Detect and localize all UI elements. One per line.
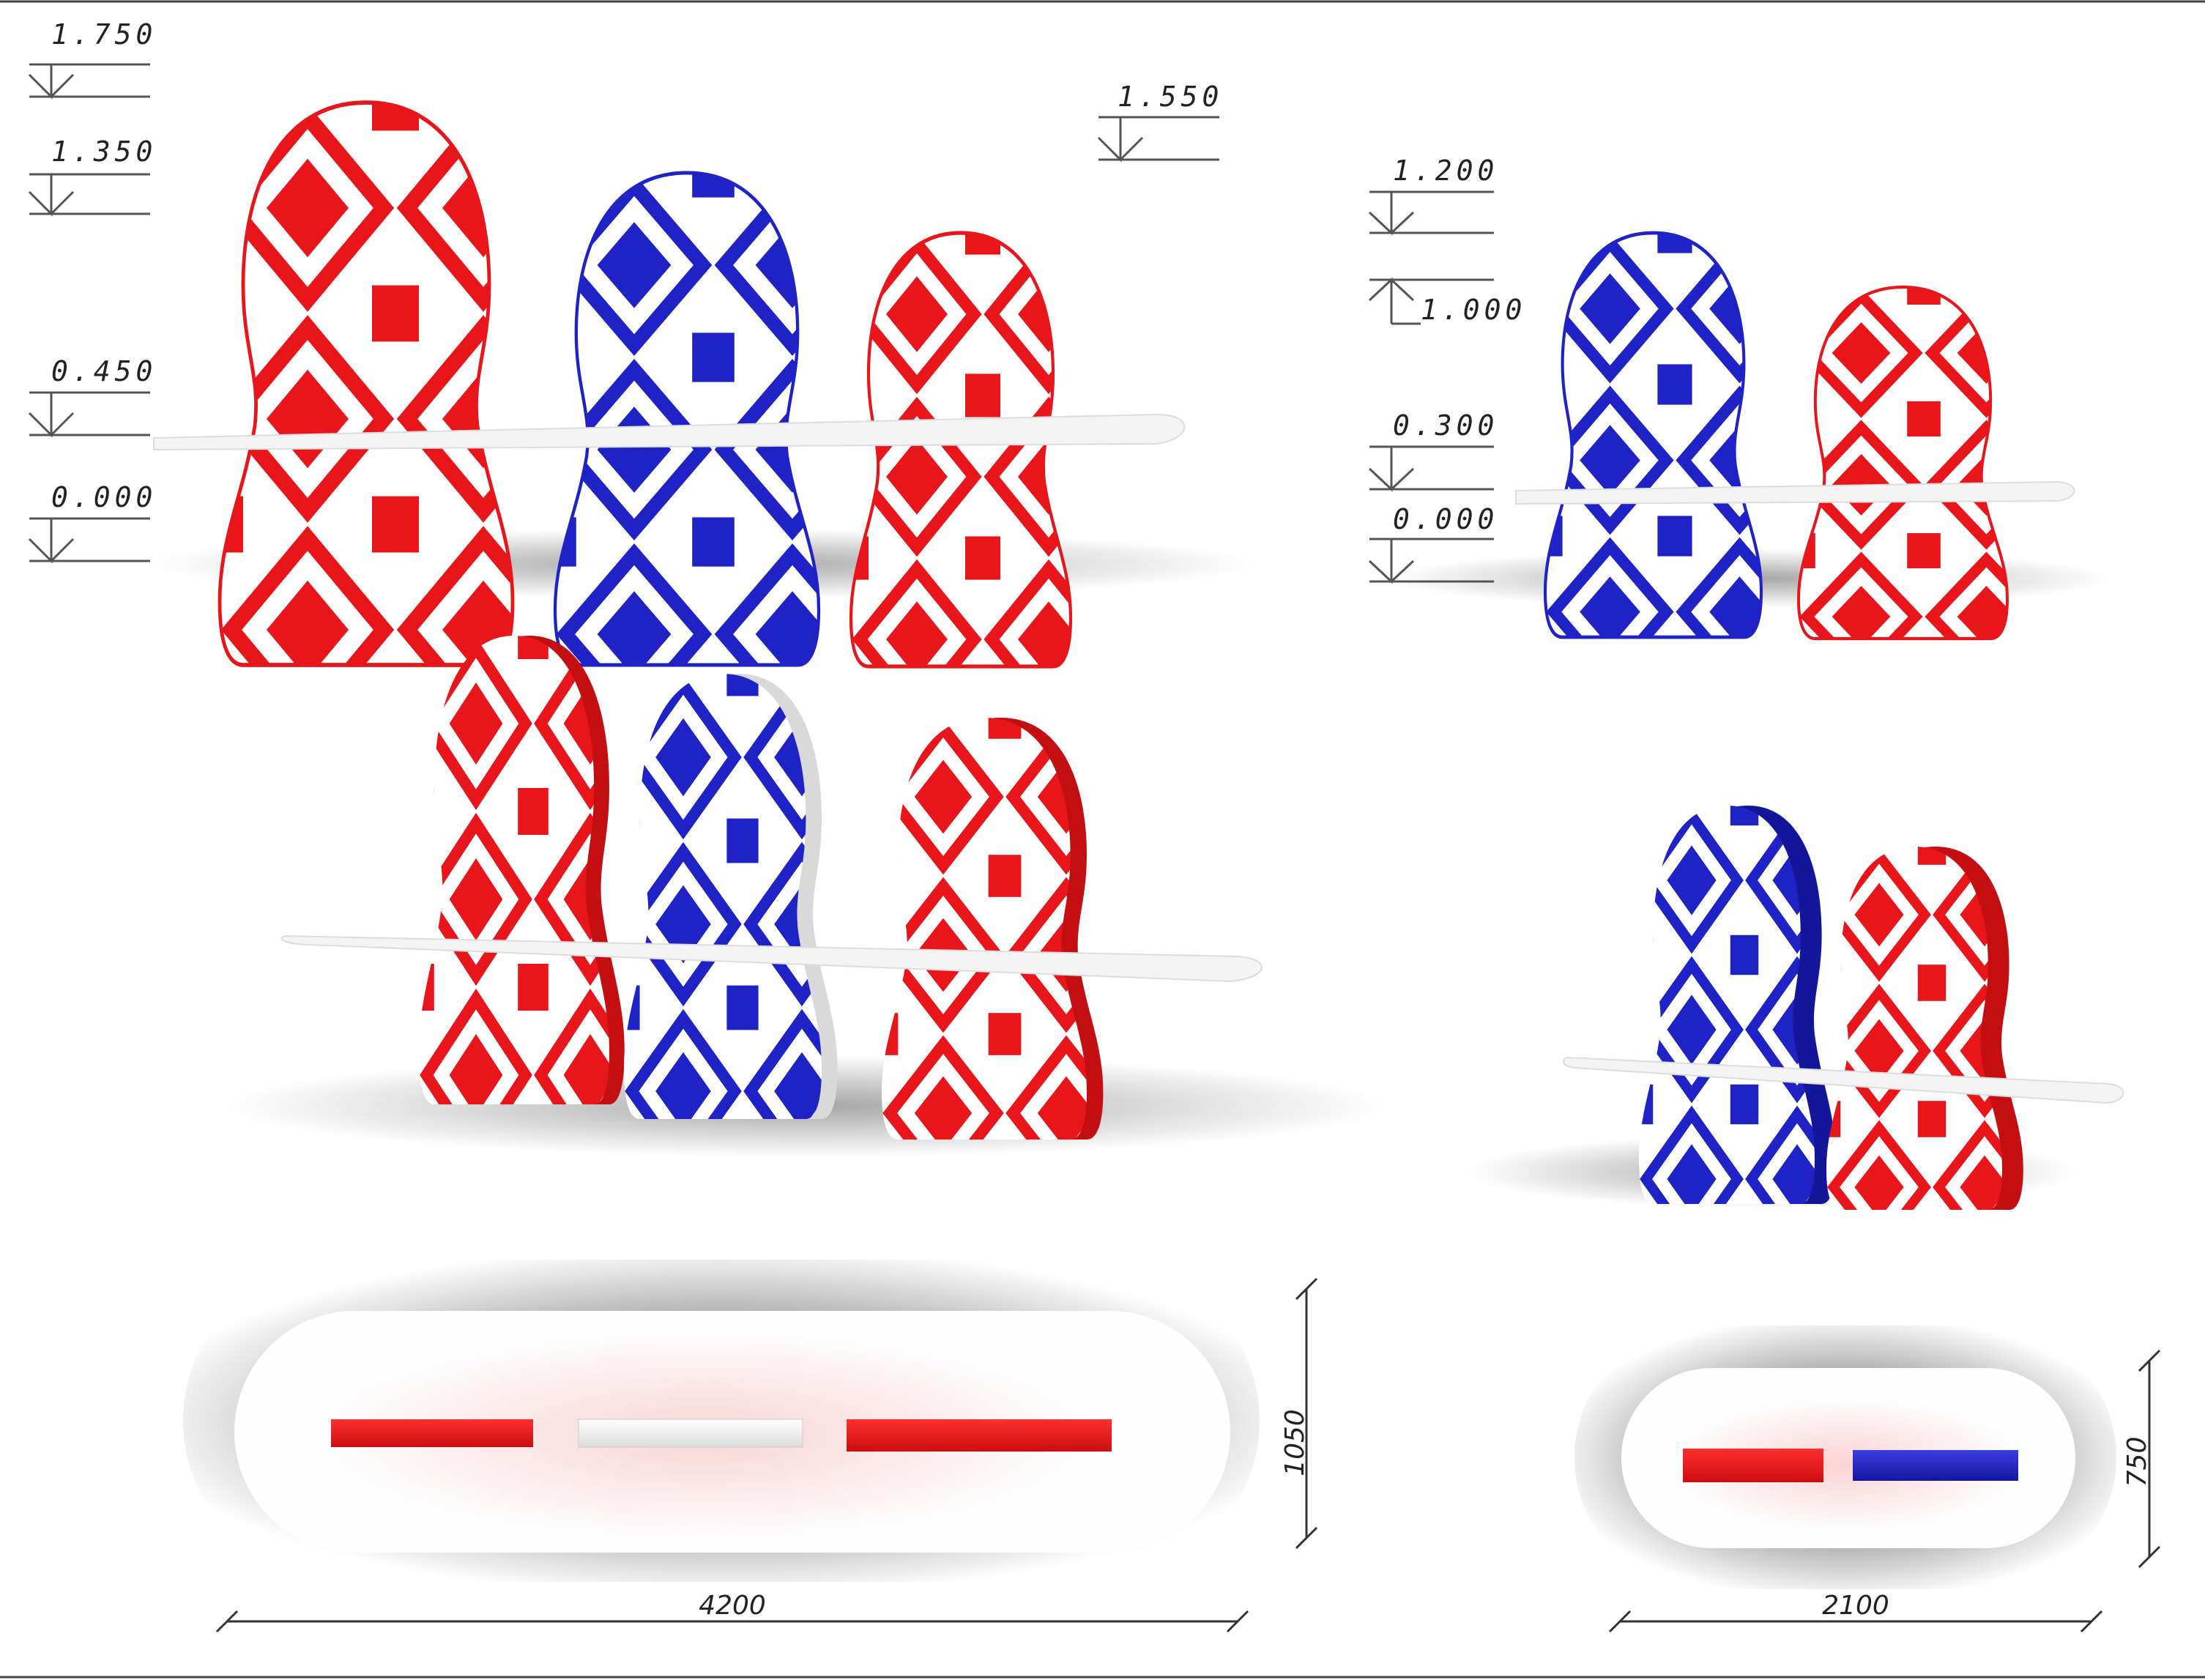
level-label: 0.300 bbox=[1393, 409, 1498, 442]
dimension-length-large bbox=[215, 1610, 1249, 1633]
dimension-label: 1050 bbox=[1280, 1409, 1310, 1476]
dimension-label: 2100 bbox=[1822, 1591, 1889, 1621]
level-label: 1.000 bbox=[1421, 294, 1526, 326]
elevation-large: 1.750 1.350 0.450 0.000 1.550 bbox=[28, 18, 1260, 666]
doll-red-persp-2 bbox=[882, 718, 1087, 1140]
level-markers-left bbox=[28, 63, 150, 564]
doll-blue-persp bbox=[624, 674, 822, 1119]
plan-bar-white bbox=[578, 1419, 803, 1448]
doll-red-small bbox=[1799, 287, 2007, 639]
perspective-small bbox=[1465, 806, 2124, 1210]
dimension-width-large bbox=[1295, 1277, 1318, 1550]
plan-large: 1050 4200 bbox=[183, 1260, 1318, 1633]
dimension-length-small bbox=[1608, 1610, 2103, 1633]
doll-red-persp-small bbox=[1826, 847, 2002, 1210]
plan-small: 750 2100 bbox=[1574, 1326, 2161, 1633]
plan-bar-red-2 bbox=[847, 1419, 1112, 1452]
perspective-large bbox=[220, 636, 1391, 1157]
doll-red-1 bbox=[220, 103, 513, 665]
shelf-large-elevation bbox=[153, 413, 1186, 451]
level-markers-small bbox=[1368, 190, 1494, 584]
shelf-small-perspective bbox=[1562, 1056, 2124, 1104]
dimension-label: 4200 bbox=[699, 1591, 766, 1621]
plan-bar-red-small bbox=[1683, 1449, 1823, 1482]
doll-red-persp-1 bbox=[419, 636, 609, 1104]
level-label: 1.350 bbox=[51, 135, 157, 168]
level-label: 0.450 bbox=[51, 355, 157, 387]
elevation-small: 1.200 1.000 0.300 0.000 bbox=[1368, 155, 2116, 639]
doll-red-2 bbox=[851, 233, 1071, 666]
doll-blue-persp-small bbox=[1639, 806, 1815, 1204]
dimension-label: 750 bbox=[2122, 1437, 2152, 1487]
plan-bar-blue-small bbox=[1853, 1450, 2018, 1481]
doll-blue-1 bbox=[555, 173, 819, 665]
shelf-small-elevation bbox=[1515, 480, 2075, 505]
shelf-large-perspective bbox=[280, 934, 1263, 983]
level-label: 0.000 bbox=[1393, 503, 1498, 535]
level-marker-right bbox=[1097, 116, 1219, 163]
dimension-width-small bbox=[2138, 1349, 2161, 1569]
plan-bar-red-1 bbox=[331, 1419, 533, 1447]
level-label: 1.550 bbox=[1118, 81, 1223, 113]
level-label: 1.200 bbox=[1393, 155, 1498, 187]
level-label: 0.000 bbox=[51, 481, 157, 513]
doll-blue-small bbox=[1545, 233, 1761, 637]
level-label: 1.750 bbox=[51, 18, 157, 51]
